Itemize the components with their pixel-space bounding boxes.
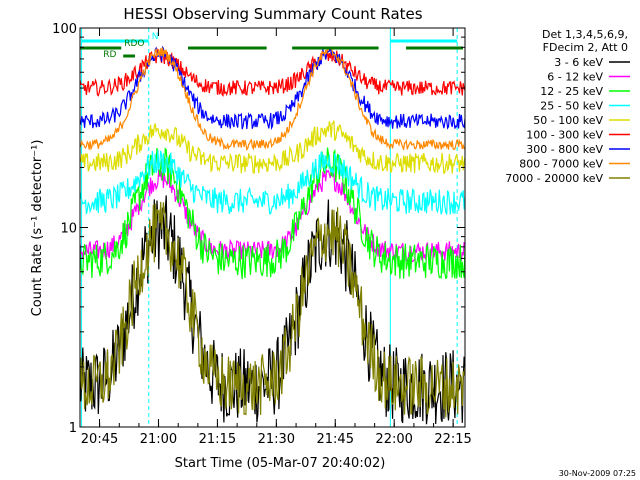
- series-line-8: [80, 201, 465, 418]
- chart-title: HESSI Observing Summary Count Rates: [123, 5, 422, 23]
- legend-label-5: 100 - 300 keV: [526, 129, 603, 142]
- flag-label-1: RDO: [124, 39, 144, 49]
- x-tick-label-4: 21:45: [317, 432, 354, 447]
- y-axis-label: Count Rate (s⁻¹ detector⁻¹): [30, 140, 45, 317]
- x-tick-label-6: 22:15: [434, 432, 471, 447]
- series-line-3: [80, 149, 465, 215]
- legend-label-8: 7000 - 20000 keV: [505, 172, 603, 185]
- flag-label-0: N: [152, 32, 159, 42]
- series-line-6: [80, 45, 465, 131]
- axes: 20:45 21:00 21:15 21:30 21:45 22:00 22:15 1 10 10…: [52, 22, 472, 447]
- x-tick-label-5: 22:00: [375, 432, 412, 447]
- legend-label-6: 300 - 800 keV: [526, 143, 603, 156]
- y-tick-label-1: 10: [60, 222, 77, 237]
- flag-label-2: RD: [103, 50, 116, 60]
- series-line-4: [80, 120, 465, 175]
- legend: Det 1,3,4,5,6,9,FDecim 2, Att 0 3 - 6 keV…: [505, 28, 630, 185]
- series-line-7: [80, 46, 465, 151]
- legend-label-7: 800 - 7000 keV: [519, 158, 603, 171]
- series-line-5: [80, 47, 465, 97]
- footer-date: 30-Nov-2009 07:25: [559, 469, 636, 478]
- x-tick-label-2: 21:15: [199, 432, 236, 447]
- legend-label-1: 6 - 12 keV: [547, 71, 603, 84]
- legend-header-1: FDecim 2, Att 0: [543, 41, 628, 54]
- y-tick-label-0: 1: [69, 421, 77, 436]
- legend-label-4: 50 - 100 keV: [533, 114, 603, 127]
- x-tick-label-3: 21:30: [258, 432, 295, 447]
- x-tick-label-0: 20:45: [81, 432, 118, 447]
- y-tick-label-2: 100: [52, 22, 77, 37]
- legend-label-3: 25 - 50 keV: [540, 100, 603, 113]
- series-line-1: [80, 168, 465, 263]
- plot-area: N RDO RD: [80, 28, 465, 427]
- legend-label-2: 12 - 25 keV: [540, 85, 603, 98]
- legend-label-0: 3 - 6 keV: [554, 56, 603, 69]
- x-tick-label-1: 21:00: [140, 432, 177, 447]
- series-line-0: [80, 195, 465, 425]
- legend-header-0: Det 1,3,4,5,6,9,: [542, 28, 628, 41]
- x-axis-label: Start Time (05-Mar-07 20:40:02): [175, 456, 386, 471]
